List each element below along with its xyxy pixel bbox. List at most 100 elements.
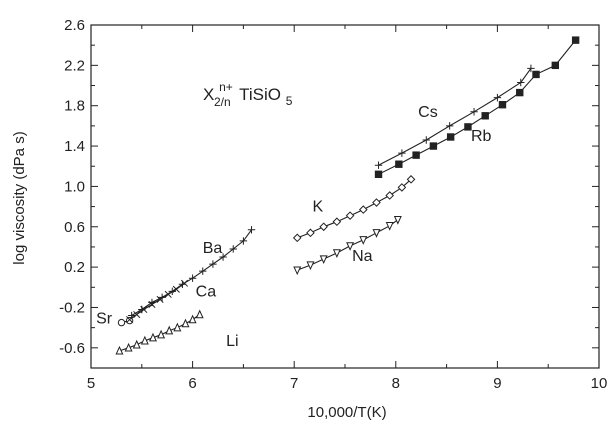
rb-point	[374, 170, 383, 179]
k-point	[319, 222, 328, 232]
na-point	[306, 261, 315, 271]
li-point	[181, 318, 190, 328]
formula-rest: TiSiO	[239, 85, 281, 104]
sr-point	[117, 318, 126, 327]
k-point	[385, 191, 395, 200]
x-tick-label: 6	[188, 375, 196, 392]
rb-point	[395, 160, 403, 168]
k-point	[406, 175, 416, 184]
k-point	[292, 233, 302, 243]
na-point	[319, 255, 328, 265]
axis-ticks: 5 6 7 8 9 10 -0.6 -0.2 0.2 0.6 1.0 1.4 1.8 2.2 2.6	[59, 17, 607, 392]
cs-line	[378, 68, 532, 166]
ca-point	[164, 290, 172, 298]
y-axis-title: log viscosity (dPa s)	[11, 131, 28, 264]
x-axis-title: 10,000/T(K)	[307, 404, 386, 421]
rb-point	[481, 112, 489, 120]
li-point	[115, 345, 124, 355]
ba-point	[127, 311, 136, 320]
rb-line	[378, 39, 577, 175]
formula-base: X	[203, 85, 214, 104]
ba-point	[158, 293, 166, 302]
plot-frame	[90, 24, 600, 369]
li-point	[148, 332, 157, 342]
ba-point	[138, 305, 146, 314]
ba-label: Ba	[203, 240, 223, 257]
k-point	[372, 198, 381, 207]
cs-point	[422, 136, 430, 144]
cs-point	[470, 108, 478, 116]
ba-point	[247, 226, 256, 234]
x-tick-label: 5	[87, 375, 95, 392]
rb-point	[412, 151, 420, 159]
series-markers	[115, 36, 580, 355]
y-tick-label: 0.6	[64, 219, 85, 236]
rb-point	[551, 61, 560, 70]
x-tick-label: 9	[493, 375, 501, 392]
rb-point	[571, 36, 580, 44]
li-point	[188, 314, 197, 324]
cs-point	[445, 122, 454, 130]
k-label: K	[312, 199, 323, 216]
na-point	[359, 236, 368, 245]
k-point	[306, 228, 315, 238]
rb-point	[446, 133, 455, 141]
na-point	[393, 216, 402, 225]
y-tick-label: -0.6	[59, 340, 85, 357]
ba-point	[188, 274, 197, 282]
y-tick-label: -0.2	[59, 299, 85, 316]
series-lines	[119, 39, 577, 352]
na-point	[385, 222, 394, 231]
k-point	[345, 211, 355, 220]
series-labels: Sr Ca Ba Li K Na Cs Rb	[96, 104, 491, 350]
y-tick-label: 1.4	[64, 138, 85, 155]
ba-point	[199, 267, 207, 275]
li-point	[132, 339, 141, 349]
ca-label: Ca	[196, 283, 217, 300]
li-point	[140, 335, 149, 345]
x-tick-label: 10	[591, 375, 608, 392]
li-label: Li	[226, 333, 238, 350]
ca-point	[133, 310, 141, 319]
rb-label: Rb	[471, 128, 492, 145]
rb-point	[516, 88, 524, 97]
formula-rest-subscript: 5	[286, 94, 293, 108]
ba-point	[219, 253, 227, 261]
na-point	[346, 242, 355, 251]
k-point	[358, 205, 368, 214]
ba-point	[239, 237, 248, 245]
rb-point	[498, 100, 507, 109]
cs-label: Cs	[418, 104, 438, 121]
k-point	[332, 217, 342, 227]
rb-point	[464, 123, 472, 131]
x-tick-label: 7	[290, 375, 298, 392]
cs-point	[398, 149, 406, 157]
ba-point	[178, 280, 187, 288]
cs-point	[527, 64, 535, 73]
formula-subscript: 2/n	[214, 95, 231, 109]
li-point	[124, 342, 133, 352]
cs-point	[493, 93, 502, 102]
composition-formula: X n+ 2/n TiSiO 5	[203, 76, 293, 110]
na-point	[293, 266, 302, 276]
li-point	[195, 309, 204, 319]
na-point	[332, 249, 341, 258]
cs-point	[517, 78, 525, 87]
li-point	[157, 329, 166, 339]
ba-point	[168, 287, 176, 296]
li-point	[165, 325, 174, 335]
na-label: Na	[352, 248, 373, 265]
k-point	[397, 183, 407, 192]
ba-point	[209, 260, 217, 268]
y-tick-label: 2.6	[64, 17, 85, 34]
cs-point	[374, 161, 383, 169]
k-line	[297, 178, 412, 239]
sr-label: Sr	[96, 311, 113, 328]
y-tick-label: 1.8	[64, 98, 85, 115]
x-tick-label: 8	[392, 375, 400, 392]
ba-point	[229, 245, 237, 253]
na-point	[372, 229, 381, 238]
ba-point	[148, 298, 156, 307]
rb-point	[532, 70, 540, 79]
y-tick-label: 1.0	[64, 178, 85, 195]
